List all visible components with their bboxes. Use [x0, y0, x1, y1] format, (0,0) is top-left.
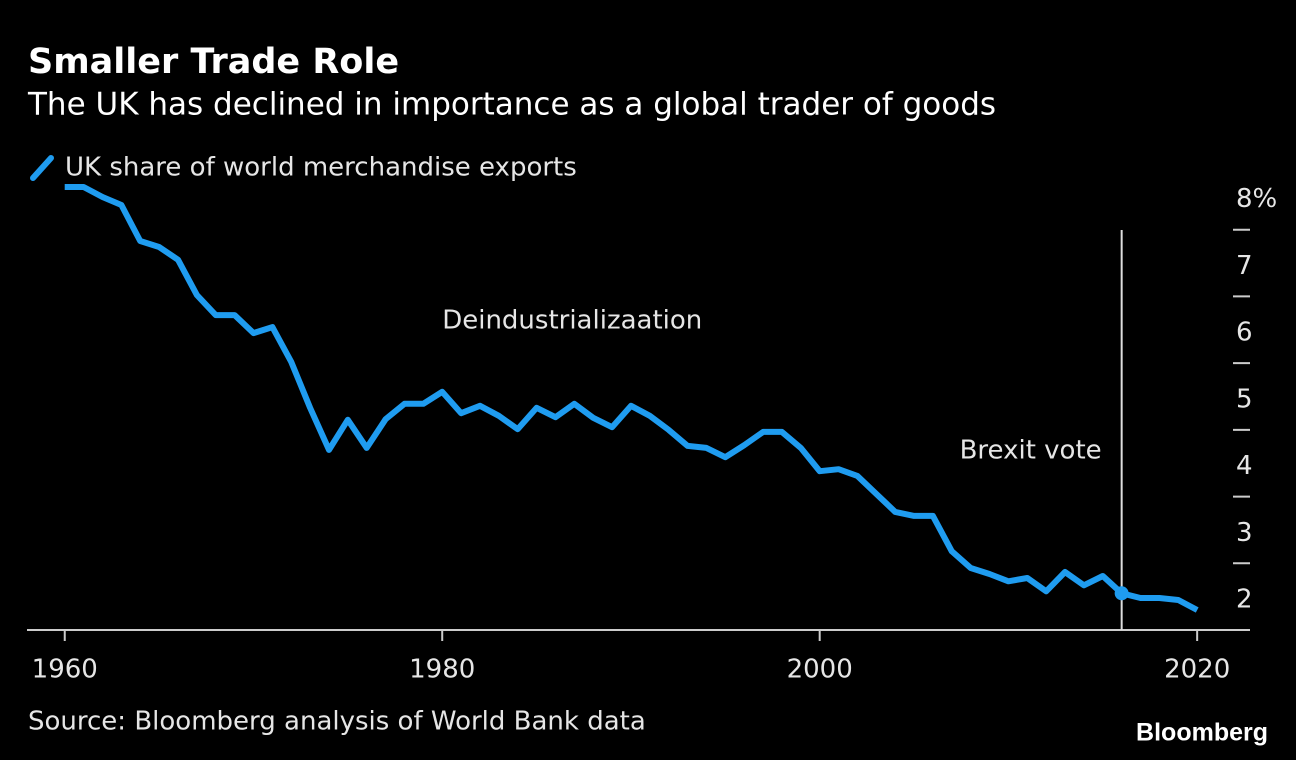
y-tick-label: 6 [1236, 318, 1253, 348]
annotation: Brexit vote [960, 436, 1102, 466]
chart-subtitle: The UK has declined in importance as a g… [27, 87, 996, 123]
legend-label: UK share of world merchandise exports [65, 153, 577, 183]
y-tick-label: 2 [1236, 585, 1253, 615]
x-tick-label: 1960 [32, 655, 98, 685]
line [64, 184, 1199, 613]
x-tick-label: 2020 [1164, 655, 1230, 685]
brand-logo: Bloomberg [1136, 719, 1268, 747]
y-tick-label: 7 [1236, 251, 1253, 281]
y-tick-label: 5 [1236, 384, 1253, 414]
x-tick-label: 2000 [787, 655, 853, 685]
y-tick-label: 3 [1236, 518, 1253, 548]
x-tick-label: 1980 [409, 655, 475, 685]
source: Source: Bloomberg analysis of World Bank… [28, 707, 646, 737]
chart-title: Smaller Trade Role [28, 42, 399, 82]
legend-swatch [30, 155, 54, 181]
annotation: Deindustrializaation [442, 306, 702, 336]
y-tick-label: 4 [1236, 451, 1253, 481]
highlight-point [1114, 586, 1129, 601]
y-tick-label: 8% [1236, 184, 1277, 214]
